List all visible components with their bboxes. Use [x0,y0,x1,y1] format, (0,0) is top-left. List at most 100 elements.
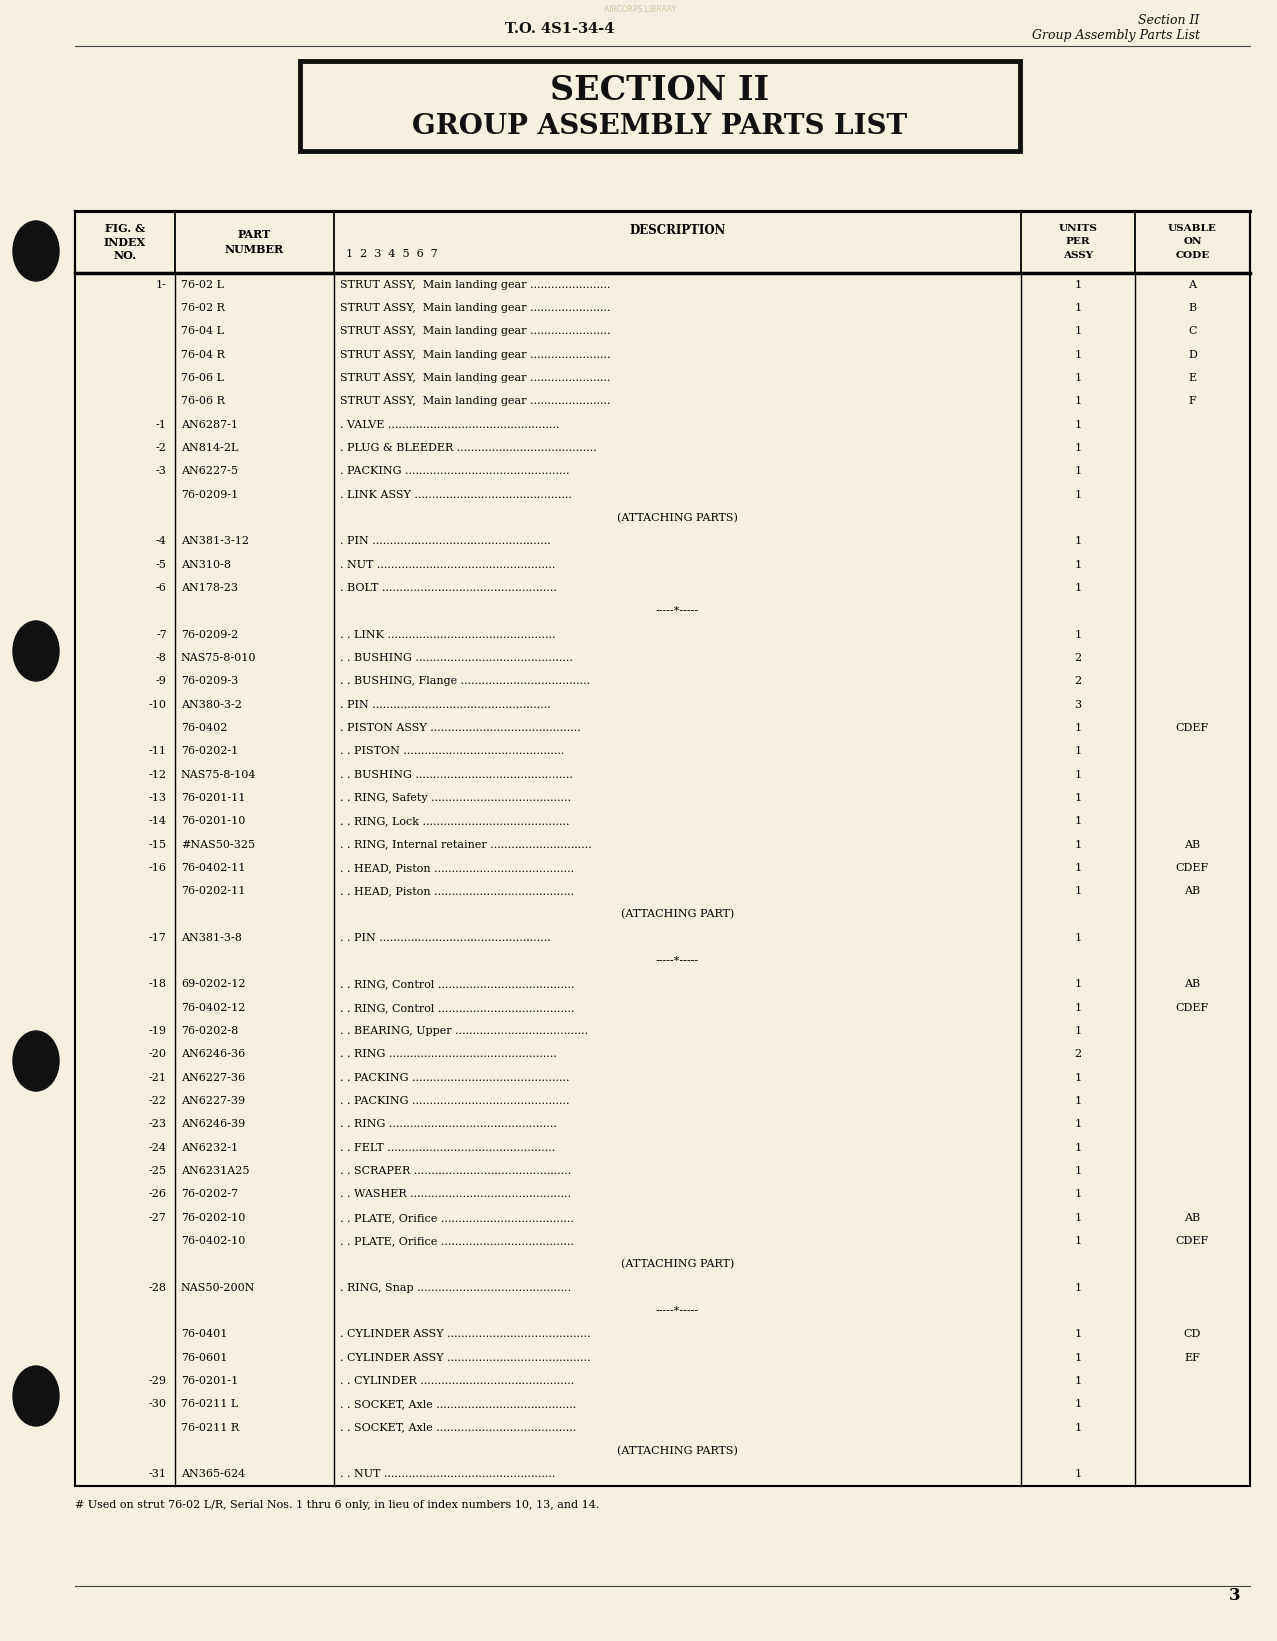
Text: 1: 1 [1074,1400,1082,1410]
Text: -12: -12 [149,770,167,779]
Text: 76-0211 L: 76-0211 L [181,1400,238,1410]
Text: 76-04 R: 76-04 R [181,350,225,359]
Text: FIG. &: FIG. & [105,223,146,235]
Text: 76-06 L: 76-06 L [181,373,223,382]
Text: NUMBER: NUMBER [225,245,283,254]
Text: 1: 1 [1074,350,1082,359]
Text: 1  2  3  4  5  6  7: 1 2 3 4 5 6 7 [346,249,437,259]
Text: AN6227-39: AN6227-39 [181,1096,245,1106]
Text: CDEF: CDEF [1176,863,1209,873]
Text: B: B [1189,304,1197,313]
Text: -30: -30 [149,1400,167,1410]
Text: 1: 1 [1074,395,1082,407]
Text: 1: 1 [1074,1236,1082,1246]
Text: . PIN ...................................................: . PIN ..................................… [340,537,550,546]
Text: #NAS50-325: #NAS50-325 [181,840,255,850]
Text: 1: 1 [1074,373,1082,382]
Text: 76-0209-1: 76-0209-1 [181,489,238,499]
Text: . . HEAD, Piston ........................................: . . HEAD, Piston .......................… [340,863,573,873]
Text: STRUT ASSY,  Main landing gear .......................: STRUT ASSY, Main landing gear ..........… [340,395,610,407]
Text: 76-0202-7: 76-0202-7 [181,1190,238,1200]
Text: ASSY: ASSY [1062,251,1093,261]
Text: -23: -23 [149,1119,167,1129]
Text: CDEF: CDEF [1176,1236,1209,1246]
Text: 1: 1 [1074,863,1082,873]
Text: . . BUSHING .............................................: . . BUSHING ............................… [340,770,572,779]
Text: 2: 2 [1074,1050,1082,1060]
Text: 1: 1 [1074,1469,1082,1479]
Text: AN381-3-8: AN381-3-8 [181,932,241,944]
Text: 1: 1 [1074,1142,1082,1152]
Text: -14: -14 [149,816,167,825]
Text: 1: 1 [1074,747,1082,757]
Text: AN6231A25: AN6231A25 [181,1167,249,1177]
Text: -27: -27 [149,1213,167,1223]
Text: -28: -28 [149,1283,167,1293]
Text: UNITS: UNITS [1059,223,1097,233]
Text: . . PLATE, Orifice ......................................: . . PLATE, Orifice .....................… [340,1213,573,1223]
Text: 1: 1 [1074,932,1082,944]
Text: CODE: CODE [1175,251,1209,261]
Ellipse shape [13,1031,59,1091]
Text: 1: 1 [1074,1377,1082,1387]
Text: (ATTACHING PART): (ATTACHING PART) [621,1259,734,1270]
Text: . RING, Snap ............................................: . RING, Snap ...........................… [340,1283,571,1293]
Text: 76-0201-1: 76-0201-1 [181,1377,238,1387]
Text: 1: 1 [1074,466,1082,476]
Text: . . RING, Internal retainer .............................: . . RING, Internal retainer ............… [340,840,591,850]
Ellipse shape [13,222,59,281]
Text: 1: 1 [1074,630,1082,640]
Ellipse shape [13,620,59,681]
Text: 76-0601: 76-0601 [181,1352,227,1362]
Text: -21: -21 [149,1073,167,1083]
Text: -15: -15 [149,840,167,850]
Text: 1: 1 [1074,1329,1082,1339]
Text: . . SCRAPER .............................................: . . SCRAPER ............................… [340,1167,571,1177]
Text: . . RING, Safety ........................................: . . RING, Safety .......................… [340,793,571,802]
Text: . BOLT ..................................................: . BOLT .................................… [340,583,557,592]
Text: ON: ON [1184,238,1202,246]
Text: CD: CD [1184,1329,1202,1339]
Text: CDEF: CDEF [1176,724,1209,734]
Text: -6: -6 [156,583,167,592]
Text: -25: -25 [149,1167,167,1177]
Text: . NUT ...................................................: . NUT ..................................… [340,560,555,569]
Text: -4: -4 [156,537,167,546]
Text: . PISTON ASSY ...........................................: . PISTON ASSY ..........................… [340,724,580,734]
Text: -1: -1 [156,420,167,430]
Text: AN6232-1: AN6232-1 [181,1142,238,1152]
Text: 1: 1 [1074,489,1082,499]
Text: 1: 1 [1074,1073,1082,1083]
Text: 76-0402: 76-0402 [181,724,227,734]
Text: . . FELT ................................................: . . FELT ...............................… [340,1142,554,1152]
Text: AN380-3-2: AN380-3-2 [181,699,241,709]
Text: . PACKING ...............................................: . PACKING ..............................… [340,466,570,476]
Text: -19: -19 [149,1026,167,1035]
Text: USABLE: USABLE [1168,223,1217,233]
Text: 76-0402-10: 76-0402-10 [181,1236,245,1246]
Text: -31: -31 [149,1469,167,1479]
Text: . . RING, Control .......................................: . . RING, Control ......................… [340,1003,573,1012]
Text: (ATTACHING PARTS): (ATTACHING PARTS) [617,512,738,523]
Text: -----*-----: -----*----- [655,1306,699,1316]
Text: (ATTACHING PARTS): (ATTACHING PARTS) [617,1446,738,1456]
Text: AB: AB [1184,840,1200,850]
Text: -13: -13 [149,793,167,802]
Text: 76-02 L: 76-02 L [181,279,223,290]
Text: STRUT ASSY,  Main landing gear .......................: STRUT ASSY, Main landing gear ..........… [340,304,610,313]
Text: . . PIN .................................................: . . PIN ................................… [340,932,550,944]
Text: . . NUT .................................................: . . NUT ................................… [340,1469,555,1479]
Text: . . PACKING .............................................: . . PACKING ............................… [340,1096,570,1106]
Text: . . RING ................................................: . . RING ...............................… [340,1050,557,1060]
Text: 1: 1 [1074,886,1082,896]
Text: 1: 1 [1074,1096,1082,1106]
Text: 1: 1 [1074,724,1082,734]
Text: # Used on strut 76-02 L/R, Serial Nos. 1 thru 6 only, in lieu of index numbers 1: # Used on strut 76-02 L/R, Serial Nos. 1… [75,1500,599,1510]
Text: -----*-----: -----*----- [655,606,699,617]
Text: DESCRIPTION: DESCRIPTION [630,225,725,238]
Text: 76-0202-10: 76-0202-10 [181,1213,245,1223]
Text: . PLUG & BLEEDER ........................................: . PLUG & BLEEDER .......................… [340,443,596,453]
Text: 1: 1 [1074,1167,1082,1177]
Text: . . RING, Lock ..........................................: . . RING, Lock .........................… [340,816,570,825]
Text: . CYLINDER ASSY .........................................: . CYLINDER ASSY ........................… [340,1352,590,1362]
